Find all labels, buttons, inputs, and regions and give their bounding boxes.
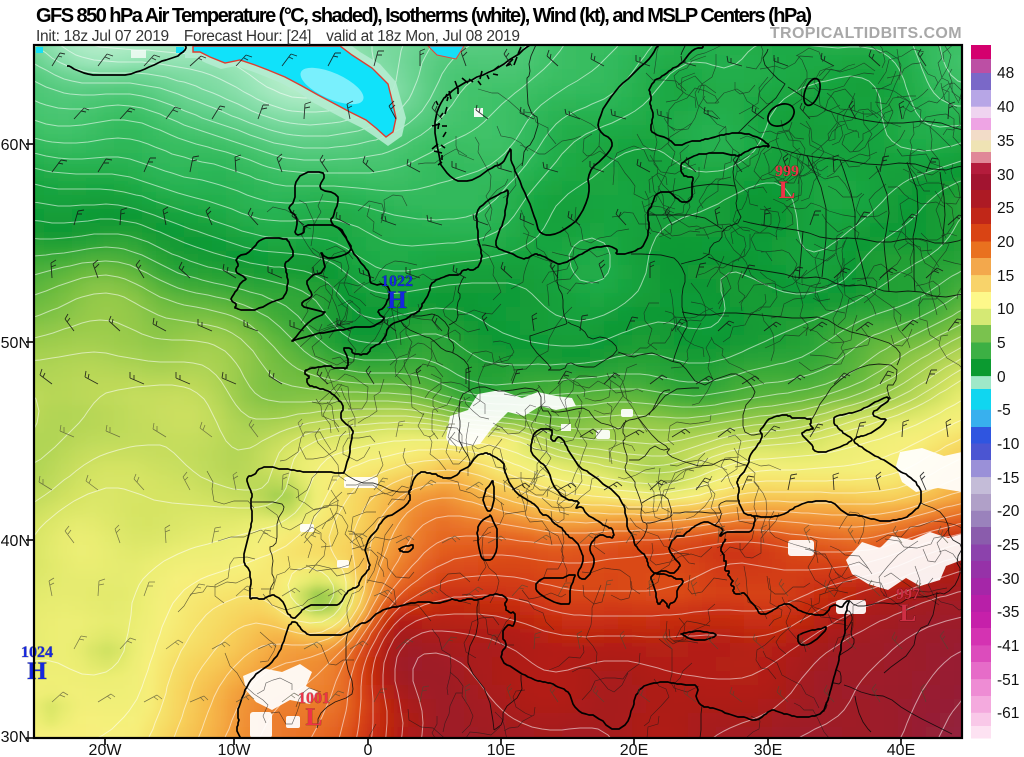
svg-text:10E: 10E [487, 742, 515, 757]
svg-text:20E: 20E [620, 742, 648, 757]
svg-text:20: 20 [997, 234, 1015, 251]
svg-text:40N: 40N [1, 533, 30, 550]
svg-text:L: L [779, 177, 796, 204]
svg-text:H: H [387, 287, 407, 314]
svg-text:10W: 10W [218, 742, 252, 757]
svg-text:50N: 50N [1, 335, 30, 352]
svg-text:40: 40 [997, 99, 1015, 116]
svg-text:10: 10 [997, 301, 1015, 318]
svg-text:25: 25 [997, 200, 1014, 217]
svg-text:30N: 30N [1, 729, 30, 746]
svg-text:GFS 850 hPa Air Temperature (°: GFS 850 hPa Air Temperature (°C, shaded)… [36, 5, 812, 27]
svg-text:-30: -30 [997, 571, 1020, 588]
svg-text:48: 48 [997, 65, 1014, 82]
svg-text:60N: 60N [1, 137, 30, 154]
svg-text:-41: -41 [997, 638, 1019, 655]
svg-text:1022: 1022 [381, 273, 413, 290]
svg-text:35: 35 [997, 133, 1014, 150]
svg-text:1024: 1024 [21, 644, 53, 661]
svg-text:0: 0 [364, 742, 373, 757]
svg-text:-10: -10 [997, 436, 1020, 453]
svg-text:L: L [900, 600, 917, 627]
svg-text:1001: 1001 [298, 690, 330, 707]
svg-text:5: 5 [997, 335, 1006, 352]
svg-text:0: 0 [997, 369, 1006, 386]
svg-text:30: 30 [997, 167, 1015, 184]
svg-text:H: H [27, 658, 47, 685]
svg-text:20W: 20W [89, 742, 123, 757]
svg-text:-15: -15 [997, 470, 1019, 487]
svg-text:-20: -20 [997, 503, 1020, 520]
svg-text:30E: 30E [754, 742, 782, 757]
svg-text:L: L [306, 704, 323, 731]
svg-text:40E: 40E [887, 742, 915, 757]
svg-text:-5: -5 [997, 402, 1011, 419]
svg-text:999: 999 [775, 163, 799, 180]
svg-text:-25: -25 [997, 537, 1019, 554]
svg-text:-35: -35 [997, 604, 1019, 621]
svg-text:15: 15 [997, 268, 1014, 285]
svg-text:-61: -61 [997, 705, 1019, 722]
svg-text:TROPICALTIDBITS.COM: TROPICALTIDBITS.COM [770, 25, 962, 42]
svg-text:-51: -51 [997, 672, 1019, 689]
svg-text:Init: 18z Jul 07 2019 Forecas: Init: 18z Jul 07 2019 Forecast Hour: [24… [36, 28, 520, 45]
svg-text:997: 997 [896, 586, 920, 603]
